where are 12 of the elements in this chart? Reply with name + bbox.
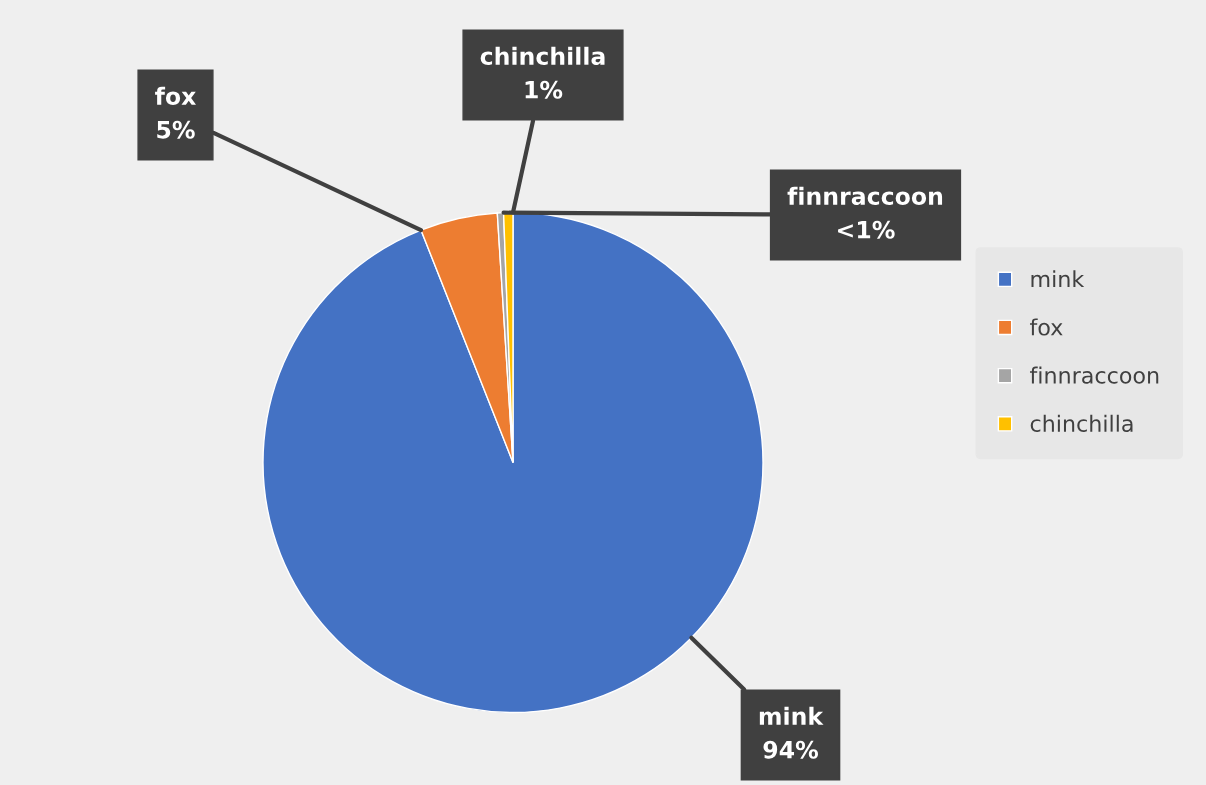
legend-label: chinchilla	[1030, 414, 1133, 432]
data-label: 94%	[763, 740, 819, 759]
legend-label: mink	[1031, 270, 1085, 288]
slice-label: chinchilla	[480, 46, 605, 66]
data-label: 5%	[157, 120, 195, 139]
slice-label: finnraccoon	[787, 186, 943, 206]
data-label: <1%	[838, 220, 895, 239]
slice-label: mink	[759, 706, 824, 725]
legend-label: finnraccoon	[1030, 366, 1159, 384]
slice-label: fox	[155, 86, 196, 106]
data-label: 1%	[525, 80, 563, 99]
legend-label: fox	[1030, 318, 1063, 336]
